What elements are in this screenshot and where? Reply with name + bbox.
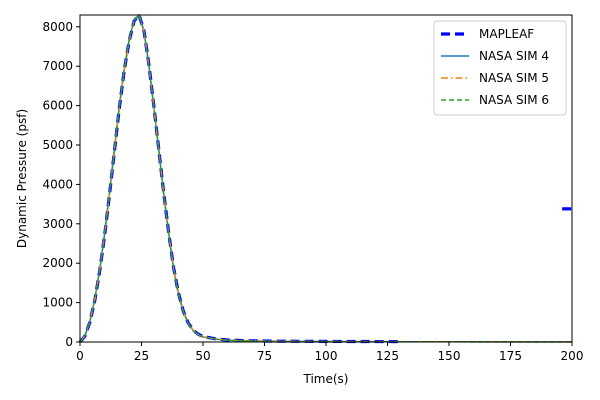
x-axis-label: Time(s) bbox=[303, 372, 349, 386]
series-layer bbox=[78, 13, 573, 344]
x-tick-label: 125 bbox=[376, 349, 399, 363]
series-line-4 bbox=[79, 14, 573, 343]
x-tick-label: 100 bbox=[315, 349, 338, 363]
x-tick-label: 200 bbox=[561, 349, 584, 363]
y-axis-label: Dynamic Pressure (psf) bbox=[15, 109, 29, 248]
legend: MAPLEAF NASA SIM 4 NASA SIM 5 NASA SIM 6 bbox=[433, 20, 567, 116]
y-tick-label: 5000 bbox=[42, 138, 73, 152]
legend-label: MAPLEAF bbox=[479, 27, 534, 41]
legend-label: NASA SIM 6 bbox=[479, 93, 549, 107]
x-tick-label: 25 bbox=[134, 349, 149, 363]
x-tick-label: 150 bbox=[438, 349, 461, 363]
legend-box bbox=[433, 20, 567, 116]
y-tick-label: 1000 bbox=[42, 296, 73, 310]
y-ticks: 0 1000 2000 3000 4000 5000 6000 7000 8000 bbox=[42, 20, 80, 349]
x-tick-label: 75 bbox=[257, 349, 272, 363]
y-tick-label: 6000 bbox=[42, 99, 73, 113]
y-tick-label: 4000 bbox=[42, 177, 73, 191]
y-tick-label: 2000 bbox=[42, 256, 73, 270]
x-tick-label: 175 bbox=[499, 349, 522, 363]
y-tick-label: 0 bbox=[65, 335, 73, 349]
y-tick-label: 7000 bbox=[42, 59, 73, 73]
x-tick-label: 0 bbox=[76, 349, 84, 363]
x-ticks: 0 25 50 75 100 125 150 175 200 bbox=[76, 342, 583, 363]
y-tick-label: 8000 bbox=[42, 20, 73, 34]
x-tick-label: 50 bbox=[195, 349, 210, 363]
legend-label: NASA SIM 5 bbox=[479, 71, 549, 85]
legend-label: NASA SIM 4 bbox=[479, 49, 549, 63]
y-tick-label: 3000 bbox=[42, 217, 73, 231]
